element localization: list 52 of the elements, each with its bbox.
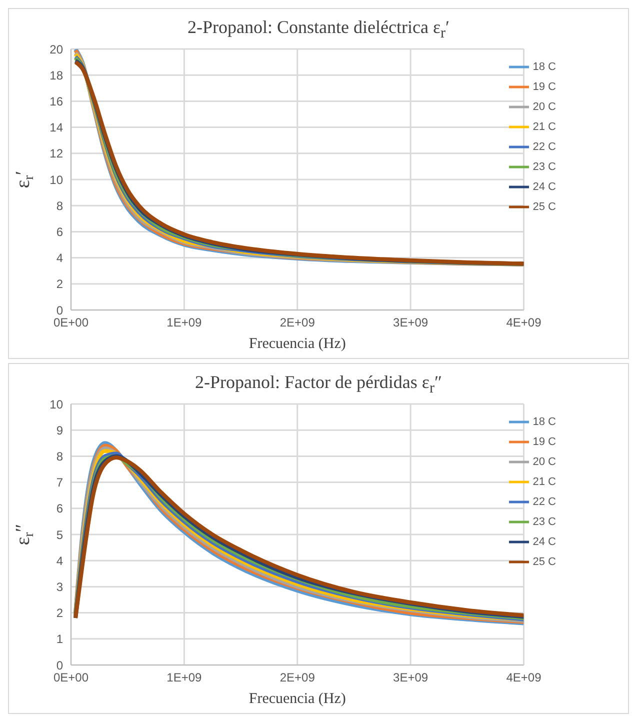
y-tick-label: 5	[56, 528, 64, 542]
y-tick-label: 16	[50, 94, 64, 108]
legend-label: 19 C	[532, 436, 556, 448]
legend-label: 23 C	[532, 160, 556, 173]
y-tick-label: 6	[56, 224, 64, 239]
x-tick-label: 1E+09	[166, 670, 202, 685]
x-tick-label: 2E+09	[280, 316, 316, 330]
y-tick-label: 12	[50, 146, 64, 161]
x-tick-label: 4E+09	[506, 316, 542, 330]
x-tick-label: 3E+09	[393, 316, 428, 330]
x-axis-title: Frecuencia (Hz)	[248, 691, 346, 707]
y-tick-label: 0	[56, 658, 64, 672]
x-axis-title: Frecuencia (Hz)	[248, 336, 346, 352]
y-tick-label: 14	[50, 120, 64, 135]
y-tick-label: 8	[56, 198, 64, 213]
legend-label: 23 C	[532, 516, 556, 528]
chart-title: 2-Propanol: Factor de pérdidas ε$_{r}$″	[194, 372, 442, 397]
y-tick-label: 2	[56, 277, 64, 292]
y-tick-label: 2	[56, 606, 64, 620]
legend-label: 25 C	[532, 556, 556, 568]
legend-label: 22 C	[532, 140, 556, 153]
legend-label: 18 C	[532, 60, 556, 73]
y-tick-label: 7	[56, 476, 64, 490]
x-tick-label: 2E+09	[280, 670, 316, 685]
y-tick-label: 4	[56, 554, 64, 568]
legend-label: 24 C	[532, 536, 556, 548]
legend-label: 21 C	[532, 476, 556, 488]
legend-label: 18 C	[532, 416, 556, 428]
legend-label: 19 C	[532, 80, 556, 93]
y-tick-label: 3	[56, 580, 64, 594]
y-tick-label: 20	[50, 42, 64, 56]
legend-label: 20 C	[532, 456, 556, 468]
y-tick-label: 18	[50, 68, 64, 82]
legend-label: 25 C	[532, 200, 556, 213]
y-tick-label: 4	[56, 251, 64, 266]
y-tick-label: 10	[50, 397, 64, 412]
y-tick-label: 8	[56, 449, 64, 464]
y-tick-label: 6	[56, 502, 64, 516]
legend-label: 22 C	[532, 496, 556, 508]
legend-label: 21 C	[532, 120, 556, 133]
y-tick-label: 1	[56, 632, 64, 646]
x-tick-label: 3E+09	[393, 670, 428, 685]
y-tick-label: 9	[56, 423, 64, 438]
legend-label: 24 C	[532, 180, 556, 193]
x-tick-label: 0E+00	[53, 670, 89, 685]
y-tick-label: 0	[56, 303, 64, 318]
x-tick-label: 1E+09	[166, 316, 202, 330]
legend-label: 20 C	[532, 100, 556, 113]
chart-title: 2-Propanol: Constante dieléctrica ε$_{r}$′	[188, 17, 450, 42]
y-tick-label: 10	[50, 172, 64, 187]
x-tick-label: 4E+09	[506, 670, 542, 685]
x-tick-label: 0E+00	[53, 316, 89, 330]
